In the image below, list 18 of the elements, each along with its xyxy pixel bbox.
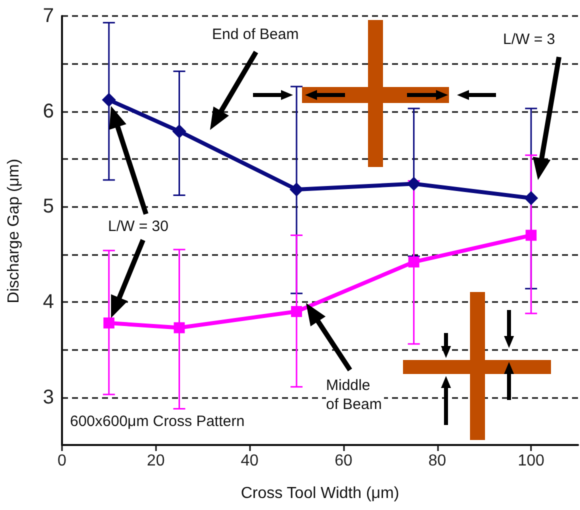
annotation: L/W = 3 — [503, 30, 556, 49]
y-tick-label: 5 — [42, 196, 54, 218]
y-tick-label: 4 — [42, 291, 54, 313]
x-tick-label: 40 — [240, 452, 259, 470]
y-axis-title: Discharge Gap (μm) — [4, 158, 24, 304]
x-tick-label: 100 — [518, 452, 545, 470]
annotation: End of Beam — [212, 25, 299, 44]
annotation: Middle of Beam — [326, 376, 384, 414]
annotation: L/W = 30 — [108, 217, 168, 236]
x-tick-label: 80 — [428, 452, 446, 470]
y-tick-label: 7 — [42, 5, 54, 27]
x-tick-label: 60 — [334, 452, 352, 470]
x-axis-title: Cross Tool Width (μm) — [240, 484, 400, 503]
x-tick-label: 0 — [58, 452, 67, 470]
y-tick-label: 6 — [42, 100, 54, 122]
annotation: 600x600μm Cross Pattern — [70, 412, 245, 431]
y-tick-label: 3 — [42, 386, 54, 408]
x-tick-label: 20 — [146, 452, 165, 470]
